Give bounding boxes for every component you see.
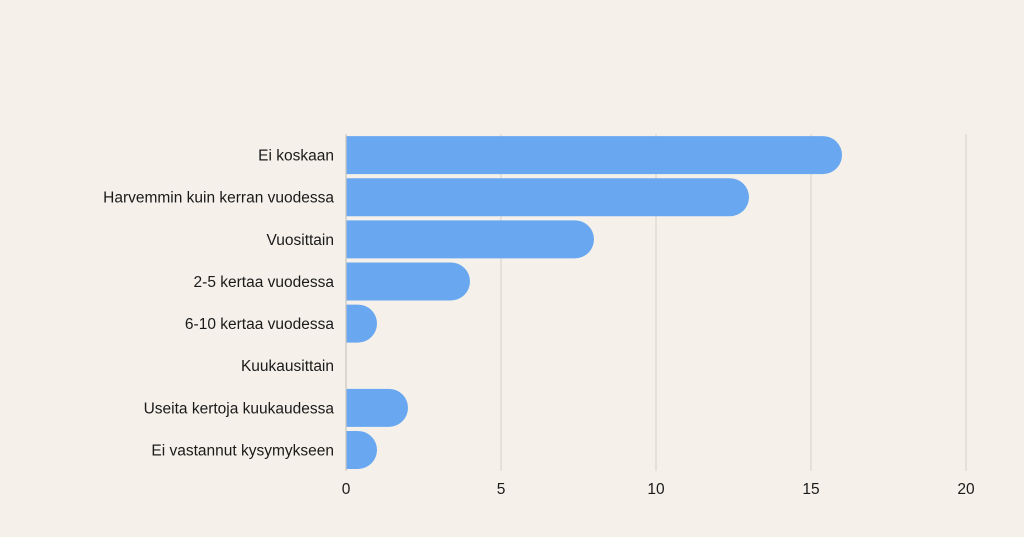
category-label: Ei vastannut kysymykseen [151, 442, 334, 459]
bars [346, 136, 842, 469]
x-tick-label: 0 [342, 481, 351, 498]
bar-5 [346, 304, 377, 343]
bar-1 [346, 136, 842, 175]
bar-3 [346, 220, 594, 259]
bar-8 [346, 430, 377, 469]
category-label: Kuukausittain [241, 358, 334, 375]
category-labels: Ei koskaan Harvemmin kuin kerran vuodessa… [103, 148, 334, 460]
category-label: 2-5 kertaa vuodessa [194, 274, 335, 291]
category-label: Useita kertoja kuukaudessa [144, 400, 335, 417]
x-tick-label: 15 [802, 481, 819, 498]
x-tick-label: 20 [957, 481, 975, 498]
bar-7 [346, 388, 408, 427]
category-label: Harvemmin kuin kerran vuodessa [103, 190, 334, 207]
bar-2 [346, 178, 749, 217]
bar-4 [346, 262, 471, 301]
category-label: Vuosittain [267, 232, 335, 249]
category-label: Ei koskaan [258, 148, 334, 165]
x-tick-label: 10 [647, 481, 665, 498]
x-tick-labels: 0 5 10 15 20 [342, 481, 975, 498]
category-label: 6-10 kertaa vuodessa [185, 316, 334, 333]
x-tick-label: 5 [497, 481, 506, 498]
